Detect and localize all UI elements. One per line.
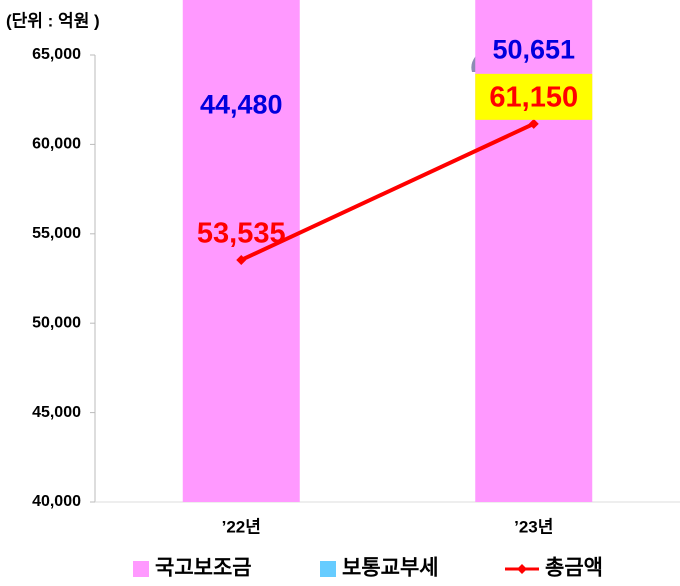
label-highlight (475, 73, 593, 120)
y-tick-label: 45,000 (32, 404, 81, 421)
legend-label: 보통교부세 (342, 557, 439, 580)
y-tick-label: 50,000 (32, 314, 81, 331)
legend-label: 국고보조금 (155, 557, 252, 580)
y-tick-label: 65,000 (32, 46, 81, 63)
legend-swatch (517, 564, 527, 574)
y-tick-label: 40,000 (32, 493, 81, 510)
bar-segment (182, 0, 300, 503)
line (240, 122, 535, 262)
bar-value-label: 50,651 (492, 34, 575, 64)
unit-label: (단위 : 억원 ) (6, 11, 100, 30)
line-marker (528, 118, 539, 129)
legend-swatch (133, 561, 149, 577)
bar-value-label: 44,480 (200, 89, 283, 119)
line-value-label: 61,150 (489, 81, 578, 113)
y-tick-label: 55,000 (32, 225, 81, 242)
legend-swatch (320, 561, 336, 577)
line-marker (236, 254, 247, 265)
y-tick-label: 60,000 (32, 136, 81, 153)
x-tick-label: ’22년 (222, 517, 261, 536)
legend-label: 총금액 (545, 557, 603, 580)
line-value-label: 53,535 (197, 218, 286, 250)
x-tick-label: ’23년 (514, 517, 553, 536)
